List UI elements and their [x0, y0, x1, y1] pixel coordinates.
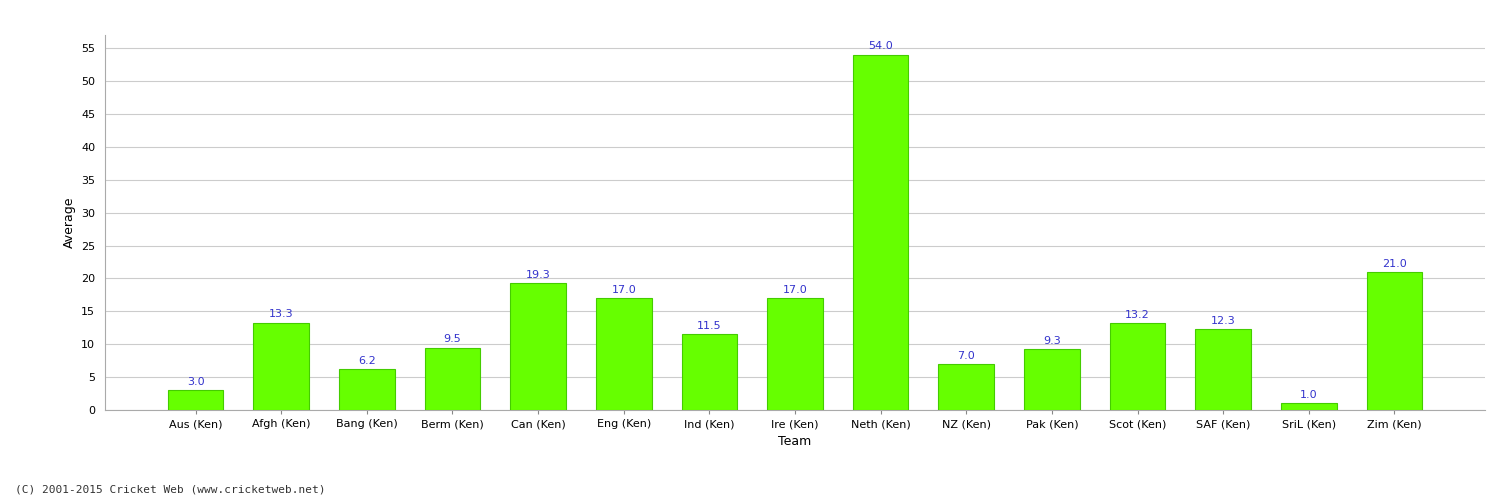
- Bar: [1366, 272, 1422, 410]
- Text: 13.3: 13.3: [268, 309, 294, 319]
- Text: 3.0: 3.0: [186, 377, 204, 387]
- Text: 54.0: 54.0: [868, 42, 892, 51]
- Bar: [1196, 329, 1251, 410]
- Text: 12.3: 12.3: [1210, 316, 1236, 326]
- Bar: [1281, 404, 1336, 410]
- Bar: [339, 369, 394, 410]
- Bar: [254, 322, 309, 410]
- Text: 6.2: 6.2: [358, 356, 375, 366]
- Text: 13.2: 13.2: [1125, 310, 1150, 320]
- Bar: [1110, 323, 1166, 410]
- Bar: [168, 390, 224, 410]
- Text: 19.3: 19.3: [525, 270, 550, 280]
- Text: 1.0: 1.0: [1300, 390, 1317, 400]
- Bar: [681, 334, 736, 410]
- Text: 21.0: 21.0: [1382, 258, 1407, 268]
- Y-axis label: Average: Average: [63, 196, 75, 248]
- Text: 7.0: 7.0: [957, 350, 975, 360]
- Bar: [939, 364, 994, 410]
- Bar: [1024, 349, 1080, 410]
- Bar: [766, 298, 824, 410]
- Text: 17.0: 17.0: [612, 285, 636, 295]
- Text: 9.3: 9.3: [1042, 336, 1060, 345]
- Text: 11.5: 11.5: [698, 321, 721, 331]
- Bar: [596, 298, 651, 410]
- Text: 17.0: 17.0: [783, 285, 807, 295]
- Bar: [510, 283, 566, 410]
- Bar: [424, 348, 480, 410]
- Text: (C) 2001-2015 Cricket Web (www.cricketweb.net): (C) 2001-2015 Cricket Web (www.cricketwe…: [15, 485, 326, 495]
- Bar: [853, 54, 909, 410]
- Text: 9.5: 9.5: [444, 334, 462, 344]
- X-axis label: Team: Team: [778, 434, 812, 448]
